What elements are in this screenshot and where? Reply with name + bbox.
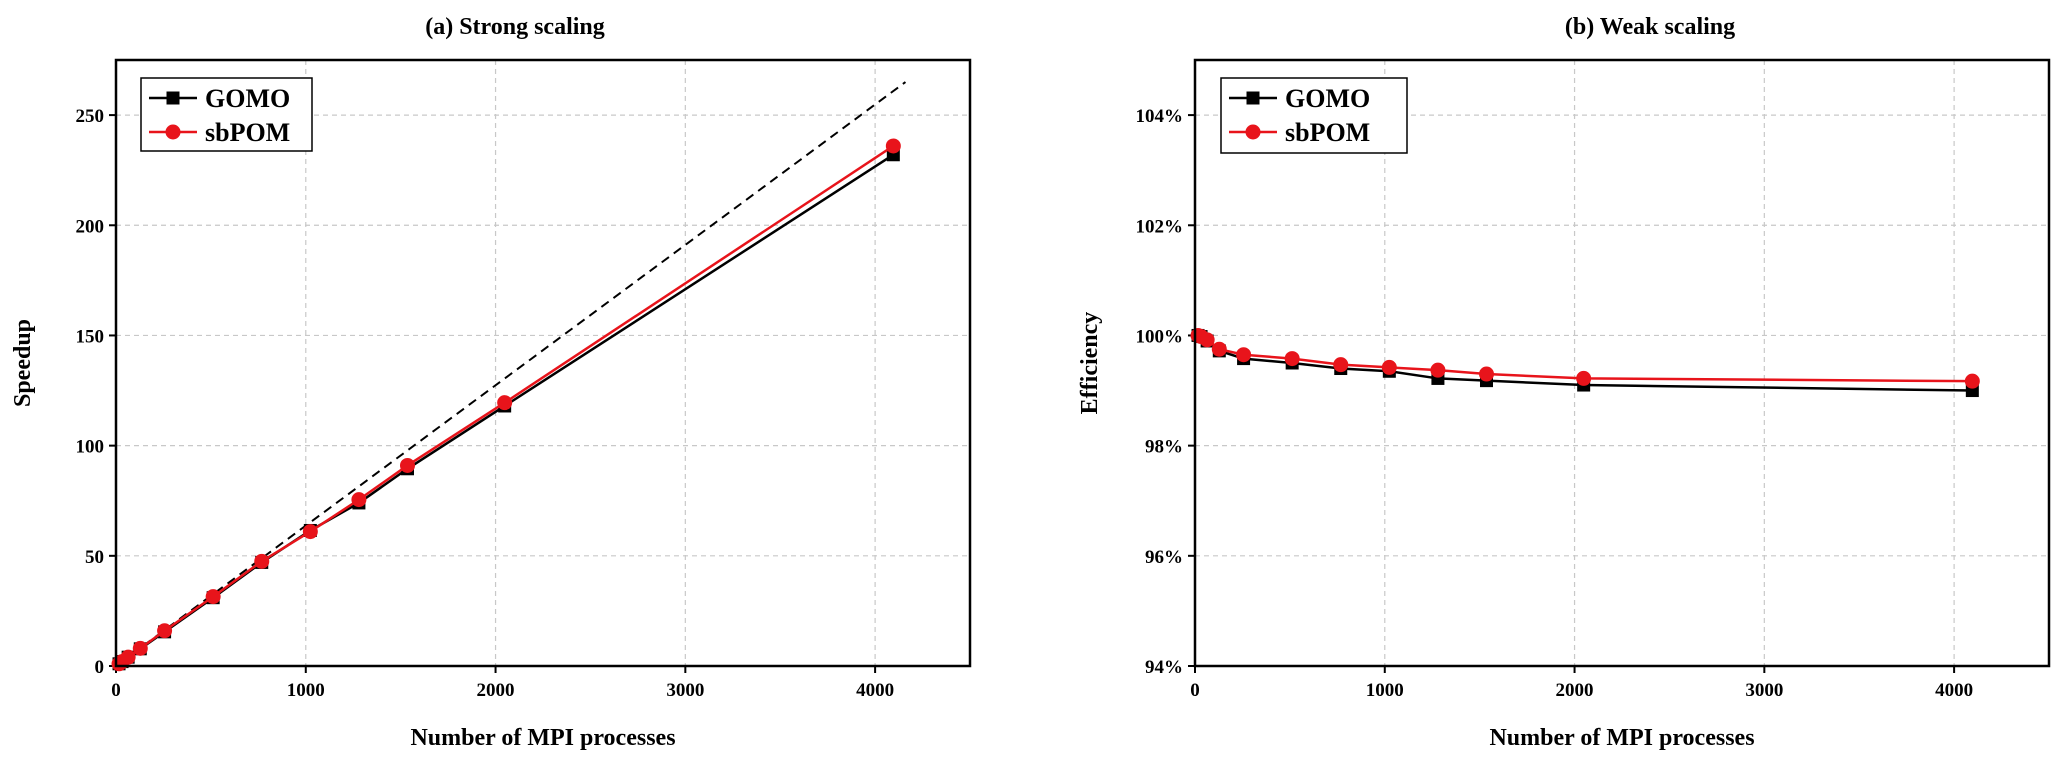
y-tick-label: 94% (1145, 657, 1183, 678)
data-point-sbpom (254, 553, 270, 569)
y-tick-label: 96% (1145, 547, 1183, 568)
y-tick-label: 250 (76, 106, 105, 127)
data-point-sbpom (1236, 347, 1252, 363)
data-point-sbpom (1284, 351, 1300, 367)
legend-label-gomo: GOMO (205, 84, 290, 113)
legend-box (140, 77, 313, 152)
x-tick-label: 4000 (1935, 680, 1973, 701)
y-tick-label: 200 (76, 216, 105, 237)
plot-frame (1193, 58, 2051, 668)
plot-frame (114, 58, 972, 668)
legend-label-sbpom: sbPOM (205, 118, 290, 147)
chart-title: (b) Weak scaling (1565, 14, 1735, 40)
legend-box (1220, 77, 1408, 154)
legend-marker-gomo (1246, 91, 1260, 105)
y-tick-label: 0 (95, 657, 105, 678)
x-axis-label: Number of MPI processes (410, 725, 675, 751)
data-point-sbpom (1333, 357, 1349, 373)
strong-scaling-panel: (a) Strong scaling Number of MPI processe… (10, 14, 972, 751)
x-tick-label: 3000 (1745, 680, 1783, 701)
data-point-sbpom (1478, 366, 1494, 382)
legend-marker-gomo (166, 91, 180, 105)
data-point-sbpom (1211, 341, 1227, 357)
chart-title: (a) Strong scaling (425, 14, 605, 40)
y-tick-label: 50 (85, 547, 104, 568)
legend-label-gomo: GOMO (1285, 84, 1370, 113)
data-point-sbpom (1430, 362, 1446, 378)
x-tick-label: 3000 (666, 680, 704, 701)
x-axis-label: Number of MPI processes (1489, 725, 1754, 751)
y-tick-label: 104% (1136, 106, 1184, 127)
data-point-sbpom (205, 589, 221, 605)
data-point-sbpom (120, 649, 136, 665)
x-tick-label: 2000 (477, 680, 515, 701)
legend-label-sbpom: sbPOM (1285, 118, 1370, 147)
x-tick-label: 1000 (1366, 680, 1404, 701)
data-point-sbpom (351, 492, 367, 508)
y-tick-label: 100% (1136, 326, 1184, 347)
data-point-sbpom (399, 457, 415, 473)
legend: GOMO sbPOM (1220, 77, 1408, 154)
data-point-sbpom (1576, 370, 1592, 386)
data-point-sbpom (1199, 332, 1215, 348)
y-tick-label: 150 (76, 326, 105, 347)
y-tick-label: 102% (1136, 216, 1184, 237)
x-tick-label: 4000 (856, 680, 894, 701)
y-tick-label: 98% (1145, 437, 1183, 458)
y-tick-label: 100 (76, 437, 105, 458)
data-point-sbpom (885, 138, 901, 154)
data-point-sbpom (497, 395, 513, 411)
y-axis-label: Speedup (10, 319, 36, 407)
data-point-sbpom (1381, 359, 1397, 375)
y-axis-label: Efficiency (1077, 312, 1103, 415)
ideal-speedup-line (118, 81, 907, 665)
legend-marker-sbpom (1245, 124, 1261, 140)
data-point-sbpom (132, 640, 148, 656)
legend-marker-sbpom (165, 124, 181, 140)
legend: GOMO sbPOM (140, 77, 313, 152)
data-point-sbpom (1964, 373, 1980, 389)
x-tick-label: 0 (111, 680, 121, 701)
data-point-sbpom (157, 623, 173, 639)
x-tick-label: 2000 (1556, 680, 1594, 701)
x-tick-label: 1000 (287, 680, 325, 701)
weak-scaling-panel: (b) Weak scaling Number of MPI processes E… (1077, 14, 2051, 751)
data-point-sbpom (302, 524, 318, 540)
x-tick-label: 0 (1190, 680, 1200, 701)
